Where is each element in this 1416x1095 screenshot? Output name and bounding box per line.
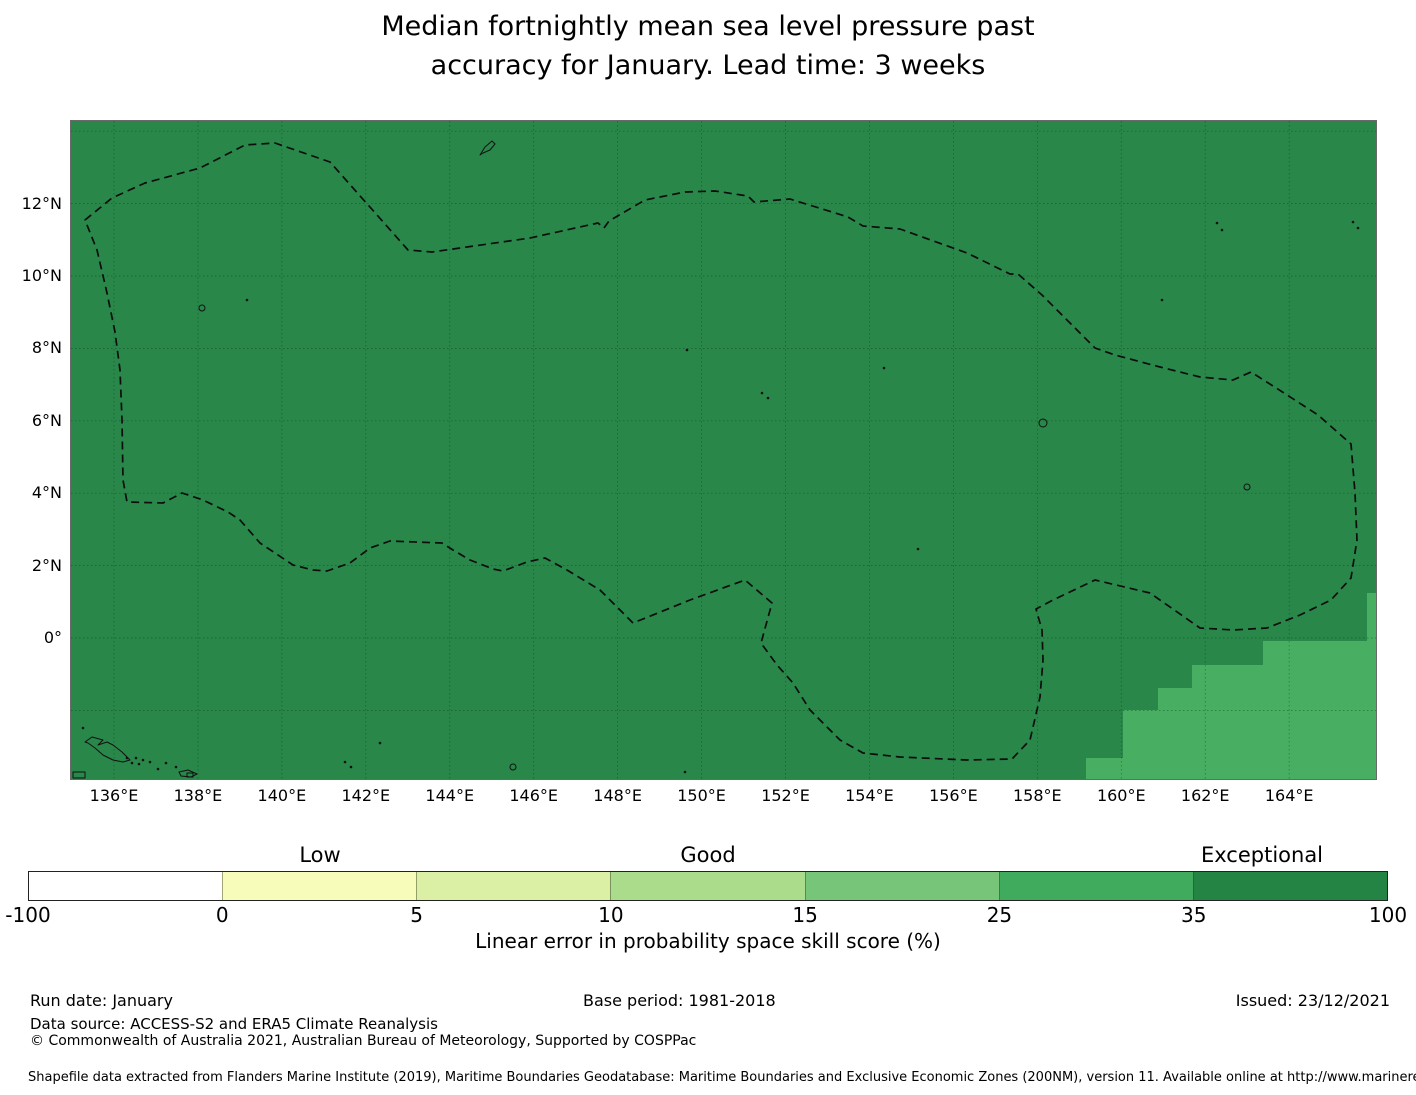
base-period-text: Base period: 1981-2018 [583,991,776,1010]
x-tick-label: 136°E [89,786,139,805]
x-tick-label: 150°E [677,786,726,805]
island-dot [1215,221,1219,225]
colorbar-tick-label: 15 [792,903,818,927]
island-dot [81,726,85,730]
x-tick-label: 154°E [845,786,894,805]
mid-skill-region-cell [1263,641,1367,779]
island-dot [349,765,353,769]
y-tick-label: 6°N [31,410,62,430]
colorbar-tick-label: 5 [410,903,423,927]
colorbar-tick-label: 35 [1180,903,1207,927]
x-tick-label: 156°E [929,786,978,805]
island-outline [84,736,131,763]
colorbar-segment [29,872,223,900]
x-tick-label: 152°E [761,786,810,805]
island-dot [1351,220,1355,224]
colorbar-segment [998,872,1193,900]
x-tick-label: 142°E [341,786,391,805]
island-dot [766,396,770,400]
run-date-text: Run date: January [30,991,173,1010]
island-dot [245,298,249,302]
x-tick-label: 158°E [1013,786,1062,805]
island-dot [378,741,382,745]
y-tick-label: 10°N [21,266,62,285]
colorbar-caption: Linear error in probability space skill … [475,929,941,953]
x-tick-label: 140°E [257,786,307,805]
island-outline [1243,483,1251,491]
mid-skill-region-cell [1367,593,1376,779]
island-dot [148,760,152,764]
island-dot [141,758,145,762]
island-outline [198,304,206,312]
colorbar-category-label: Low [299,843,341,867]
colorbar-category-label: Good [680,843,736,867]
y-tick-label: 0° [43,628,62,647]
island-dot [760,391,764,395]
island-dot [1160,298,1164,302]
skill-score-map [71,121,1376,779]
island-dot [343,760,347,764]
data-source-text: Data source: ACCESS-S2 and ERA5 Climate … [30,1015,438,1033]
island-dot [174,765,178,769]
island-outline [1038,418,1048,428]
x-tick-label: 164°E [1264,786,1314,805]
x-tick-label: 160°E [1096,786,1146,805]
colorbar-tick-label: 10 [598,903,624,927]
colorbar-tick-label: -100 [5,903,51,927]
colorbar-segment [610,872,805,900]
mid-skill-region-cell [1158,688,1192,779]
island-dot [156,767,160,771]
colorbar-category-label: Exceptional [1200,843,1324,867]
colorbar-tick-label: 25 [986,903,1013,927]
island-dot [882,366,886,370]
x-tick-label: 146°E [509,786,559,805]
colorbar-tick-label: 100 [1368,903,1408,927]
mid-skill-region-cell [1123,710,1158,779]
x-tick-label: 148°E [593,786,642,805]
island-outline [178,769,198,778]
colorbar-segment [222,872,417,900]
map-panel [70,120,1377,780]
mid-skill-region-cell [1086,758,1123,779]
eez-boundary-path [84,142,1358,761]
colorbar-segment [416,872,611,900]
island-dot [164,761,168,765]
island-outline [186,772,194,778]
y-tick-label: 12°N [21,193,62,213]
colorbar-segment [804,872,999,900]
colorbar-tick-label: 0 [215,903,229,927]
island-dot [130,761,134,765]
island-dot [137,762,141,766]
colorbar [28,871,1388,901]
island-dot [1220,228,1224,232]
x-tick-label: 162°E [1180,786,1230,805]
island-outline [479,140,496,156]
island-dot [916,547,920,551]
shapefile-attribution-text: Shapefile data extracted from Flanders M… [28,1070,1416,1085]
page-title-line2: accuracy for January. Lead time: 3 weeks [430,50,986,81]
copyright-text: © Commonwealth of Australia 2021, Austra… [30,1033,697,1049]
x-tick-label: 138°E [173,786,223,805]
y-tick-label: 8°N [31,338,62,358]
page-title: Median fortnightly mean sea level pressu… [381,11,1035,42]
island-dot [134,756,138,760]
island-outline [72,771,86,779]
y-tick-label: 2°N [31,555,62,575]
x-tick-label: 144°E [425,786,475,805]
island-dot [1356,226,1360,230]
island-outline [509,763,517,771]
mid-skill-region-cell [1192,665,1263,779]
island-dot [683,770,687,774]
island-dot [685,348,689,352]
y-tick-label: 4°N [31,483,62,503]
colorbar-segment [1192,872,1387,900]
issued-date-text: Issued: 23/12/2021 [1235,991,1390,1010]
